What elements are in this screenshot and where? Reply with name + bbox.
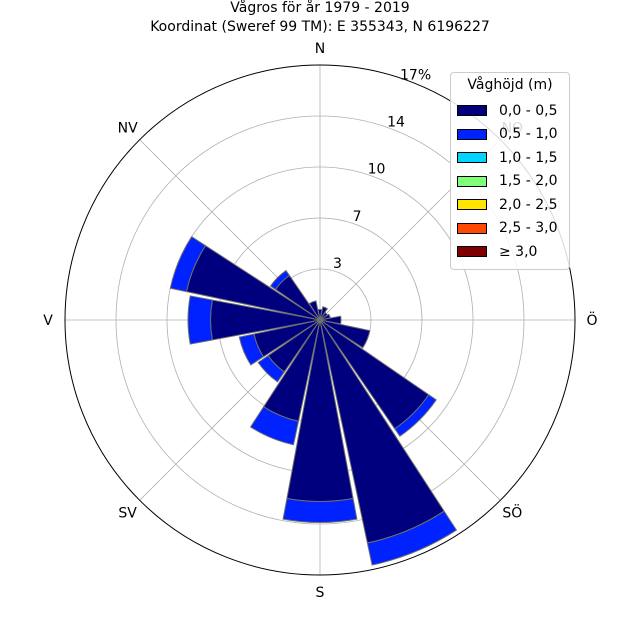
rose-bar-segment: [319, 315, 342, 325]
rose-bar-segment: [394, 394, 437, 437]
legend-entry: 1,5 - 2,0: [457, 170, 563, 194]
legend-label: 0,5 - 1,0: [499, 126, 558, 143]
direction-label: V: [43, 313, 53, 329]
direction-label: Ö: [586, 311, 597, 329]
legend-swatch: [457, 199, 487, 211]
rose-bars: [169, 235, 458, 566]
legend-title: Våghöjd (m): [467, 77, 553, 93]
legend-entry: 0,5 - 1,0: [457, 123, 563, 147]
direction-label: SÖ: [502, 503, 522, 521]
radial-tick-label: 14: [387, 115, 405, 131]
radial-tick-label: 17%: [400, 67, 431, 83]
rose-bar-segment: [269, 269, 291, 291]
rose-bar-segment: [308, 300, 321, 321]
direction-label: S: [316, 585, 325, 601]
legend: Våghöjd (m) 0,0 - 0,5 0,5 - 1,0 1,0 - 1,5 1…: [450, 72, 570, 270]
polar-frame: [64, 64, 576, 576]
legend-swatch: [457, 128, 487, 140]
legend-label: 2,0 - 2,5: [499, 196, 558, 213]
rose-bar-segment: [238, 333, 265, 366]
rose-bar-segment: [249, 406, 300, 446]
rose-bar-segment: [366, 510, 458, 566]
rose-bar-segment: [319, 319, 371, 349]
rose-bar-segment: [187, 295, 213, 345]
legend-label: 2,5 - 3,0: [499, 220, 558, 237]
legend-entry: 0,0 - 0,5: [457, 99, 563, 123]
legend-label: ≥ 3,0: [499, 243, 538, 260]
legend-swatch: [457, 222, 487, 234]
legend-swatch: [457, 152, 487, 164]
radial-tick-label: 3: [333, 256, 342, 272]
legend-swatch: [457, 246, 487, 258]
legend-swatch: [457, 105, 487, 117]
rose-bar-segment: [282, 497, 358, 523]
rose-bar-segment: [169, 235, 207, 293]
direction-label: NV: [118, 121, 138, 137]
rose-bar-segment: [257, 354, 286, 383]
direction-label: N: [315, 41, 325, 57]
direction-label: SV: [118, 505, 137, 521]
legend-label: 0,0 - 0,5: [499, 102, 558, 119]
legend-swatch: [457, 175, 487, 187]
legend-entry: 1,0 - 1,5: [457, 146, 563, 170]
chart-subtitle: Koordinat (Sweref 99 TM): E 355343, N 61…: [150, 19, 490, 35]
legend-label: 1,5 - 2,0: [499, 173, 558, 190]
radial-tick-label: 10: [368, 162, 386, 178]
chart-title: Vågros för år 1979 - 2019: [230, 0, 410, 16]
legend-label: 1,0 - 1,5: [499, 149, 558, 166]
legend-entry: ≥ 3,0: [457, 240, 563, 264]
radial-tick-label: 7: [353, 209, 362, 225]
legend-entries: 0,0 - 0,5 0,5 - 1,0 1,0 - 1,5 1,5 - 2,0 2,0 …: [457, 99, 563, 264]
legend-entry: 2,5 - 3,0: [457, 217, 563, 241]
legend-entry: 2,0 - 2,5: [457, 193, 563, 217]
